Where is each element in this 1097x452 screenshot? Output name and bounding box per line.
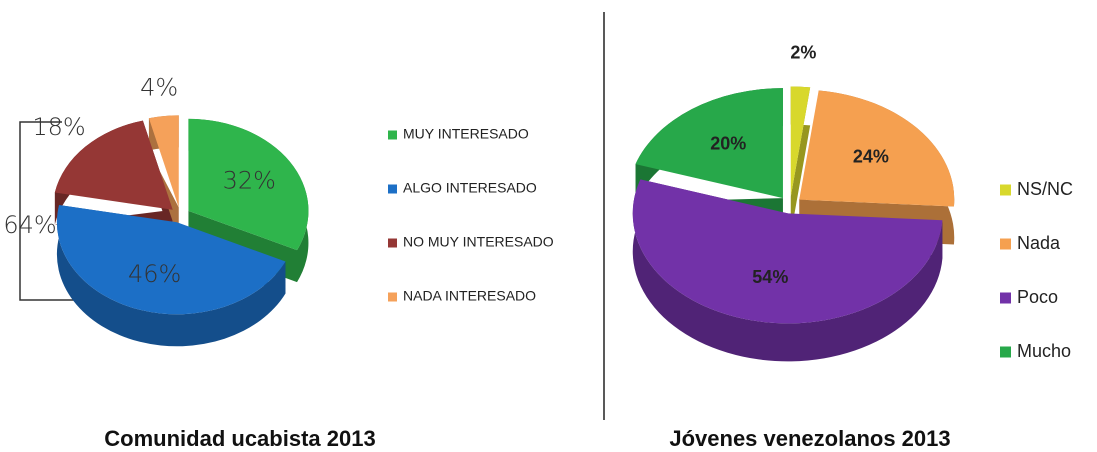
chart-title: Jóvenes venezolanos 2013: [669, 426, 950, 451]
legend-label: Nada: [1017, 233, 1061, 253]
data-label: 46%: [128, 260, 181, 288]
slice: [790, 86, 811, 197]
legend-label: NO MUY INTERESADO: [403, 234, 554, 250]
legend-swatch: [1000, 238, 1011, 250]
annotation: 64%: [3, 211, 56, 239]
legend-swatch: [388, 238, 397, 248]
slice-tops: [54, 115, 309, 315]
data-label: 20%: [710, 133, 746, 153]
bracket: [19, 121, 90, 301]
slice: [148, 115, 179, 208]
legend-swatch: [1000, 184, 1011, 196]
slice: [56, 205, 286, 315]
legend-label: Poco: [1017, 287, 1058, 307]
legend-swatch: [1000, 346, 1011, 358]
legend-label: ALGO INTERESADO: [403, 180, 537, 196]
slice-tops: [632, 86, 955, 324]
legend-swatch: [388, 184, 397, 194]
data-label: 54%: [752, 267, 788, 287]
slice: [635, 88, 783, 199]
legend-swatch: [388, 130, 397, 140]
slice: [799, 90, 955, 207]
slice: [632, 179, 943, 324]
data-label: 2%: [790, 43, 816, 63]
slice: [188, 118, 309, 251]
data-label: 32%: [223, 166, 276, 194]
slice: [54, 120, 173, 210]
data-label: 4%: [140, 74, 178, 102]
data-label: 24%: [853, 146, 889, 166]
legend-label: Mucho: [1017, 341, 1071, 361]
data-label: 18%: [32, 113, 85, 141]
legend-label: MUY INTERESADO: [403, 126, 529, 142]
legend-label: NS/NC: [1017, 179, 1073, 199]
legend-label: NADA INTERESADO: [403, 288, 536, 304]
legend-swatch: [388, 292, 397, 302]
chart-title: Comunidad ucabista 2013: [104, 426, 375, 451]
legend-swatch: [1000, 292, 1011, 304]
